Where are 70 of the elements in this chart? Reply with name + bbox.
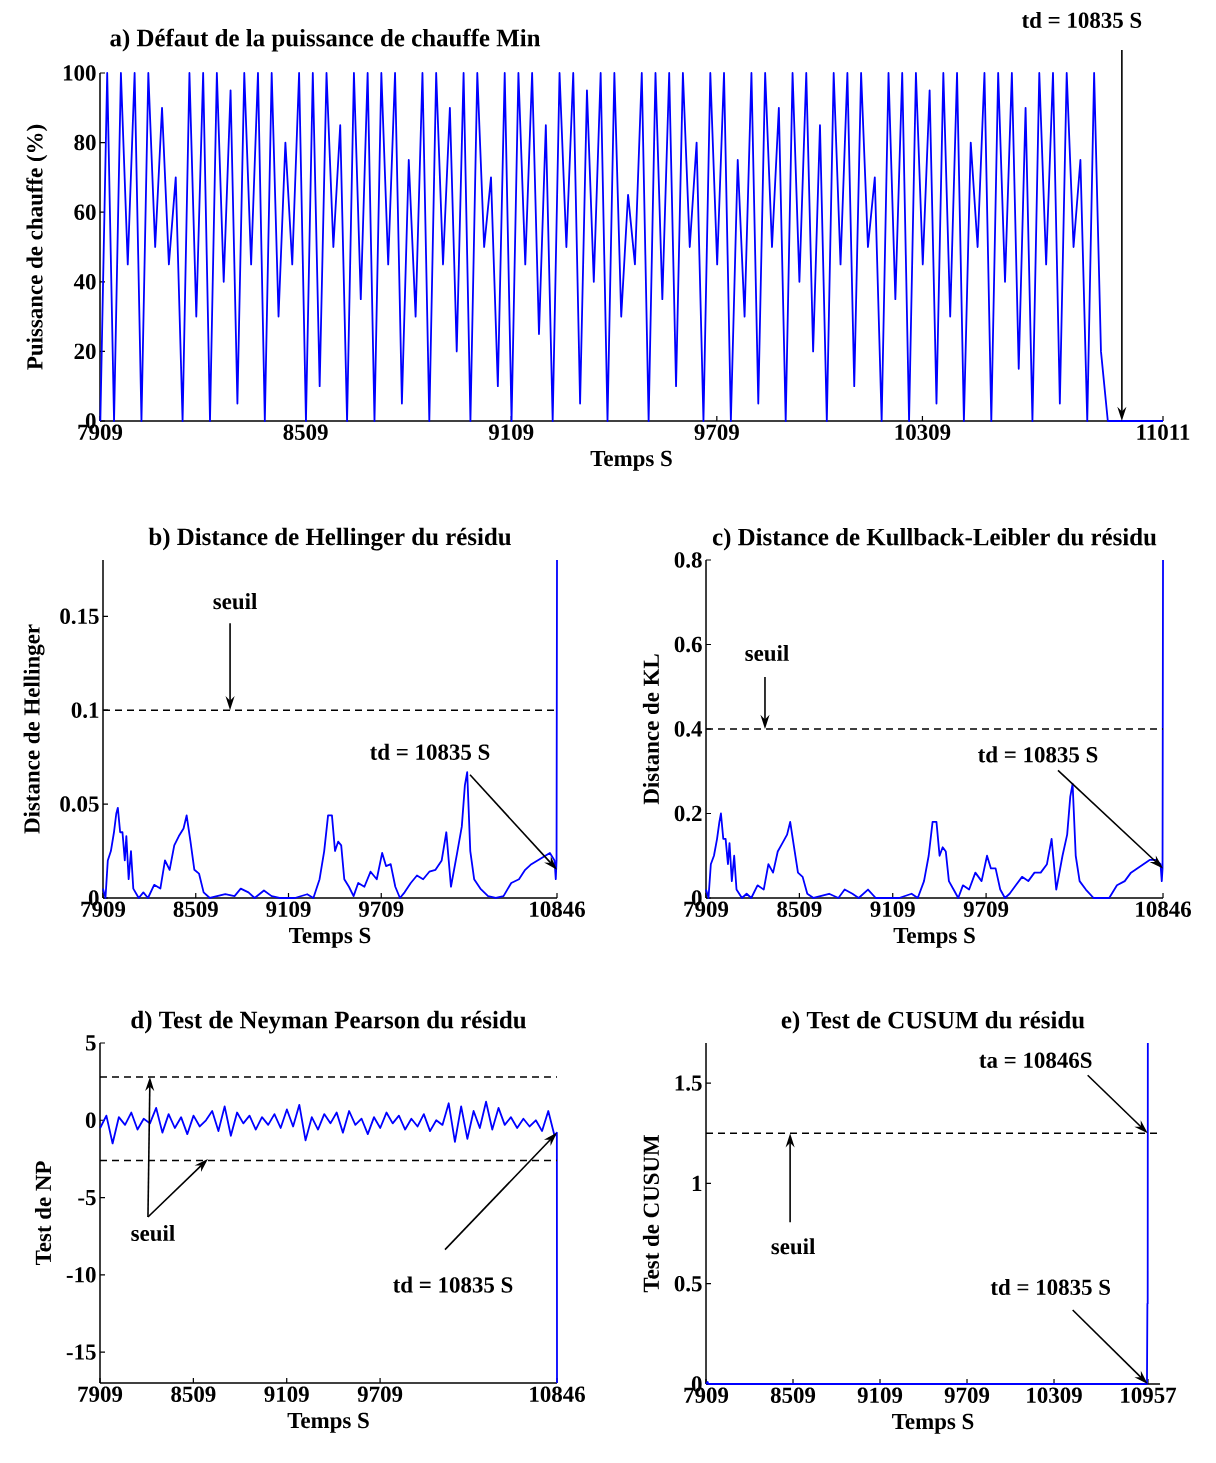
y-tick-label: -15	[66, 1344, 96, 1360]
y-tick-label: 0.1	[71, 702, 99, 718]
line-series	[99, 72, 1164, 422]
x-tick-label: 8509	[777, 901, 822, 917]
y-axis-title: Test de NP	[34, 1161, 52, 1266]
x-tick-label: 10957	[1121, 1387, 1177, 1403]
y-tick-label: 20	[74, 343, 96, 360]
annotation: seuil	[131, 1224, 175, 1242]
x-tick-label: 10846	[1136, 901, 1191, 917]
annotation: td = 10835 S	[1021, 11, 1142, 29]
x-axis-title: Temps S	[590, 450, 672, 471]
x-tick-label: 9109	[488, 424, 534, 440]
y-tick-label: 0.4	[674, 721, 703, 737]
x-axis-title: Temps S	[893, 927, 975, 948]
y-axis-title: Test de CUSUM	[642, 1135, 659, 1293]
x-tick-label: 7909	[78, 1386, 123, 1402]
x-tick-label: 8509	[173, 901, 218, 917]
x-tick-label: 9709	[358, 901, 404, 917]
chart-title: a) Défaut de la puissance de chauffe Min	[110, 28, 541, 52]
chart-title: d) Test de Neyman Pearson du résidu	[131, 1010, 526, 1034]
y-tick-label: 0.5	[674, 1275, 702, 1292]
y-tick-label: 0.8	[674, 552, 702, 568]
y-tick-label: 100	[63, 65, 96, 81]
x-tick-label: 8509	[770, 1387, 816, 1403]
x-axis-title: Temps S	[287, 1412, 369, 1433]
y-tick-label: 5	[85, 1035, 96, 1051]
y-tick-label: 0	[85, 1112, 96, 1128]
annotation: seuil	[745, 644, 789, 662]
x-tick-label: 9709	[357, 1386, 403, 1402]
x-tick-label: 8509	[283, 424, 328, 440]
y-tick-label: 0.6	[674, 636, 702, 653]
x-tick-label: 10309	[1027, 1387, 1082, 1403]
annotation: td = 10835 S	[393, 1276, 513, 1293]
y-tick-label: 0.15	[60, 608, 99, 625]
line-series	[102, 559, 558, 899]
x-tick-label: 9709	[963, 901, 1009, 917]
x-tick-label: 8509	[171, 1386, 216, 1402]
x-tick-label: 9709	[694, 424, 739, 440]
y-tick-label: 1.5	[675, 1075, 702, 1091]
y-tick-label: 0.05	[60, 796, 99, 812]
x-tick-label: 9109	[266, 901, 311, 917]
x-tick-label: 10309	[895, 424, 951, 440]
y-tick-label: 0.2	[674, 805, 702, 822]
chart-title: b) Distance de Hellinger du résidu	[148, 527, 511, 551]
x-tick-label: 9109	[264, 1386, 309, 1402]
x-tick-label: 10846	[530, 901, 585, 917]
y-tick-label: 1	[692, 1175, 702, 1191]
annotation: td = 10835 S	[978, 746, 1098, 763]
chart-title: c) Distance de Kullback-Leibler du résidu	[712, 527, 1157, 551]
x-tick-label: 9109	[870, 901, 915, 917]
y-tick-label: -5	[78, 1189, 96, 1206]
x-tick-label: 10846	[530, 1386, 585, 1402]
x-tick-label: 9709	[944, 1387, 990, 1403]
annotation: ta = 10846S	[979, 1052, 1092, 1068]
y-axis-title: Distance de KL	[642, 654, 659, 805]
y-tick-label: -10	[66, 1267, 96, 1283]
y-axis-title: Puissance de chauffe (%)	[26, 124, 48, 370]
x-tick-label: 9109	[857, 1387, 903, 1403]
annotation: td = 10835 S	[370, 743, 490, 760]
x-tick-label: 11011	[1137, 424, 1190, 440]
chart-title: e) Test de CUSUM du résidu	[781, 1010, 1085, 1034]
y-axis-title: Distance de Hellinger	[23, 624, 45, 834]
y-tick-label: 60	[74, 204, 96, 220]
annotation: seuil	[213, 593, 257, 610]
x-axis-title: Temps S	[289, 927, 371, 948]
y-tick-label: 40	[73, 274, 96, 290]
annotation: td = 10835 S	[990, 1278, 1111, 1296]
y-tick-label: 80	[74, 134, 96, 151]
annotation: seuil	[771, 1238, 816, 1255]
x-axis-title: Temps S	[892, 1413, 974, 1434]
